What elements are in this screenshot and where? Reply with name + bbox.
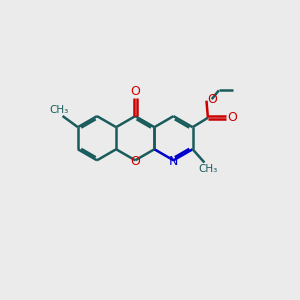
Text: O: O xyxy=(130,155,140,168)
Text: O: O xyxy=(130,85,140,98)
Text: CH₃: CH₃ xyxy=(50,104,69,115)
Text: N: N xyxy=(169,155,178,168)
Text: CH₃: CH₃ xyxy=(198,164,218,174)
Text: O: O xyxy=(207,93,217,106)
Text: O: O xyxy=(227,111,237,124)
